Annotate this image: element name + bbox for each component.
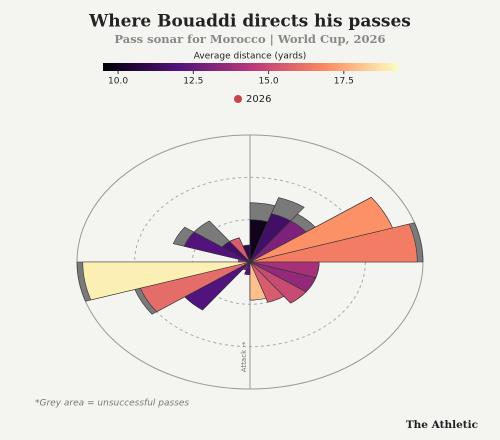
footnote: *Grey area = unsuccessful passes (35, 399, 189, 409)
successful-wedge (82, 261, 251, 301)
successful-wedge (242, 244, 251, 263)
successful-wedge (249, 223, 418, 263)
legend-label: 2026 (246, 94, 271, 105)
direction-label: Attack → (240, 342, 248, 373)
colorbar (103, 63, 398, 71)
successful-wedge (249, 261, 267, 301)
chart-title: Where Bouaddi directs his passes (88, 12, 411, 32)
successful-wedge (249, 261, 307, 304)
colorbar-tick-label: 17.5 (334, 77, 354, 87)
colorbar-tick-label: 10.0 (108, 77, 128, 87)
colorbar-label: Average distance (yards) (194, 52, 307, 62)
successful-wedge (249, 261, 285, 303)
legend-marker (234, 95, 242, 103)
colorbar-tick-label: 12.5 (183, 77, 203, 87)
successful-wedge (229, 237, 251, 263)
colorbar-tick-label: 15.0 (259, 77, 279, 87)
brand: The Athletic (406, 419, 478, 431)
chart-subtitle: Pass sonar for Morocco | World Cup, 2026 (114, 32, 385, 46)
successful-wedge (183, 231, 251, 263)
